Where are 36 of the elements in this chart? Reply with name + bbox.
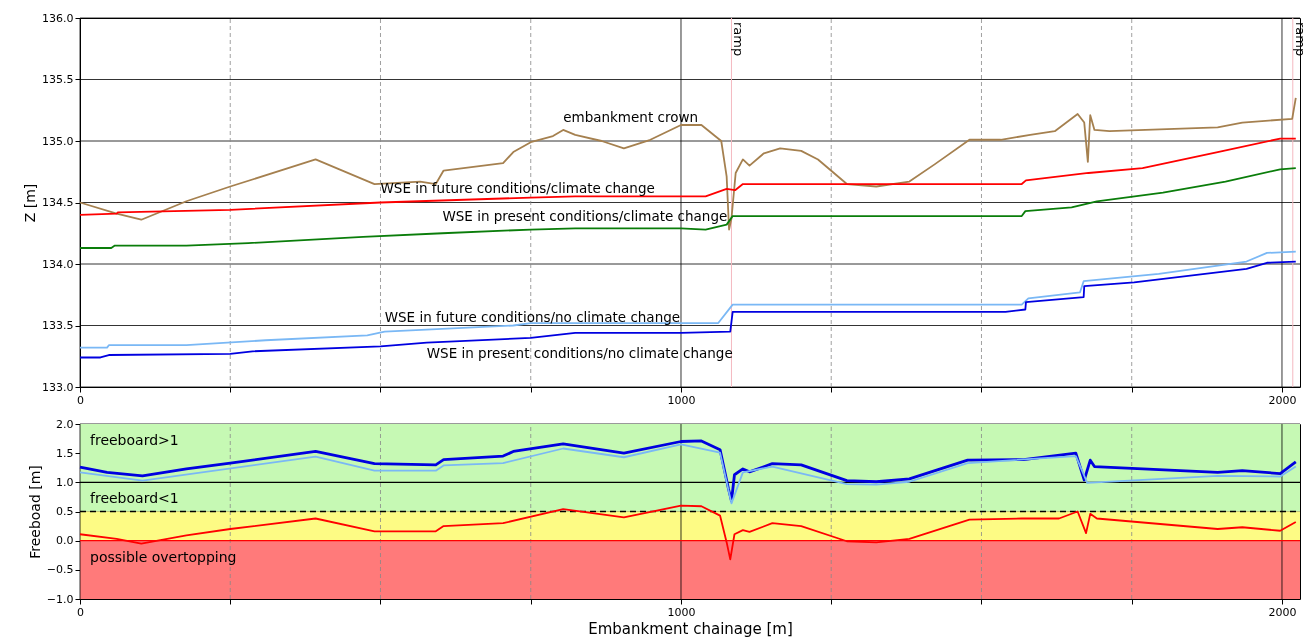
y-tick-label: 135.5 (42, 73, 74, 86)
series-label: WSE in present conditions/climate change (442, 208, 728, 225)
y-tick-label: 0.0 (56, 534, 74, 548)
line-series (79, 167, 1297, 249)
line-series (79, 250, 1297, 349)
band-label: freeboard>1 (90, 432, 179, 448)
y-tick-label: −1.0 (46, 592, 74, 606)
x-tick-label: 1000 (667, 605, 696, 619)
y-tick-label: 1.5 (56, 446, 74, 460)
band-label: possible overtopping (90, 548, 237, 565)
series-label: WSE in future conditions/climate change (380, 179, 655, 196)
y-tick-label: 134.0 (42, 257, 74, 271)
y-tick-label: 0.5 (56, 505, 74, 518)
y-tick-label: 133.5 (42, 319, 74, 332)
y-tick-label: −0.5 (46, 563, 74, 577)
x-tick-label: 2000 (1268, 605, 1297, 619)
ref-line-label: ramp (731, 22, 747, 57)
y-tick-label: 134.5 (42, 196, 74, 209)
line-series (79, 260, 1297, 359)
band-label: freeboard<1 (90, 490, 179, 507)
series-label: WSE in present conditions/no climate change (426, 344, 733, 361)
line-series (79, 97, 1297, 231)
y-tick-label: 136.0 (42, 11, 74, 25)
x-tick-label: 1000 (667, 393, 696, 407)
x-tick-label: 0 (77, 393, 84, 407)
x-axis-title: Embankment chainage [m] (588, 619, 793, 638)
y-tick-label: 2.0 (56, 417, 74, 431)
y-axis-title: Z [m] (22, 183, 39, 223)
x-tick-label: 0 (77, 605, 84, 619)
y-axis-title: Freeboad [m] (26, 465, 43, 559)
y-tick-label: 1.0 (56, 475, 74, 489)
y-tick-label: 133.0 (42, 380, 74, 394)
series-label: WSE in future conditions/no climate change (384, 308, 681, 325)
y-tick-label: 135.0 (42, 134, 74, 148)
series-label: embankment crown (563, 108, 698, 125)
x-tick-label: 2000 (1268, 393, 1297, 407)
